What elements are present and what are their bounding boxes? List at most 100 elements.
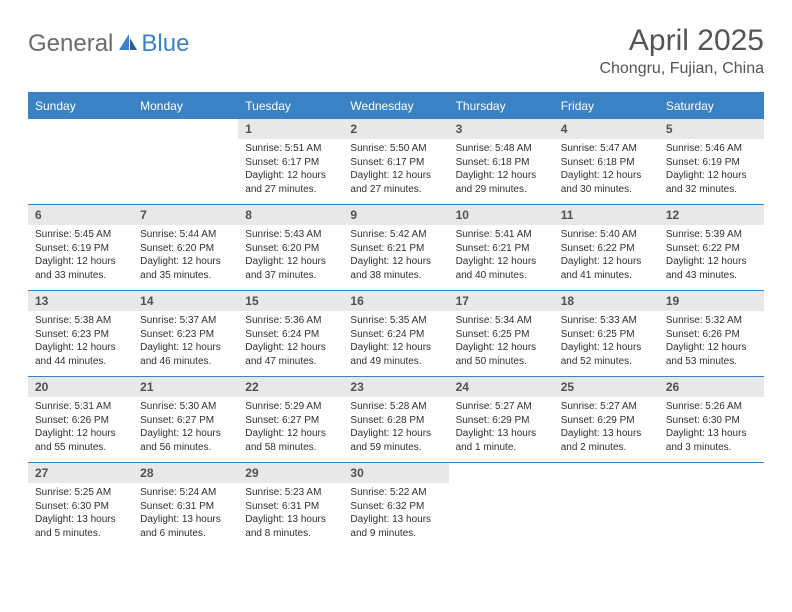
- sunset-line: Sunset: 6:29 PM: [456, 414, 547, 428]
- sunrise-line: Sunrise: 5:48 AM: [456, 142, 547, 156]
- daylight-line: Daylight: 12 hours and 49 minutes.: [350, 341, 441, 368]
- day-body: Sunrise: 5:27 AMSunset: 6:29 PMDaylight:…: [449, 397, 554, 462]
- daylight-line: Daylight: 12 hours and 55 minutes.: [35, 427, 126, 454]
- day-body: Sunrise: 5:36 AMSunset: 6:24 PMDaylight:…: [238, 311, 343, 376]
- day-body: Sunrise: 5:41 AMSunset: 6:21 PMDaylight:…: [449, 225, 554, 290]
- day-cell: 2Sunrise: 5:50 AMSunset: 6:17 PMDaylight…: [343, 119, 448, 205]
- sunrise-line: Sunrise: 5:44 AM: [140, 228, 231, 242]
- day-cell: 15Sunrise: 5:36 AMSunset: 6:24 PMDayligh…: [238, 291, 343, 377]
- day-cell: 21Sunrise: 5:30 AMSunset: 6:27 PMDayligh…: [133, 377, 238, 463]
- sunrise-line: Sunrise: 5:25 AM: [35, 486, 126, 500]
- week-row: 27Sunrise: 5:25 AMSunset: 6:30 PMDayligh…: [28, 463, 764, 549]
- day-number: 29: [238, 463, 343, 483]
- day-cell: 23Sunrise: 5:28 AMSunset: 6:28 PMDayligh…: [343, 377, 448, 463]
- page-subtitle: Chongru, Fujian, China: [599, 60, 764, 78]
- sunrise-line: Sunrise: 5:32 AM: [666, 314, 757, 328]
- daylight-line: Daylight: 13 hours and 3 minutes.: [666, 427, 757, 454]
- day-cell: 20Sunrise: 5:31 AMSunset: 6:26 PMDayligh…: [28, 377, 133, 463]
- day-number: 27: [28, 463, 133, 483]
- daylight-line: Daylight: 12 hours and 35 minutes.: [140, 255, 231, 282]
- day-body: Sunrise: 5:27 AMSunset: 6:29 PMDaylight:…: [554, 397, 659, 462]
- sunrise-line: Sunrise: 5:45 AM: [35, 228, 126, 242]
- day-cell: 1Sunrise: 5:51 AMSunset: 6:17 PMDaylight…: [238, 119, 343, 205]
- day-cell: 25Sunrise: 5:27 AMSunset: 6:29 PMDayligh…: [554, 377, 659, 463]
- day-header: Friday: [554, 93, 659, 119]
- sunset-line: Sunset: 6:25 PM: [561, 328, 652, 342]
- day-body: Sunrise: 5:47 AMSunset: 6:18 PMDaylight:…: [554, 139, 659, 204]
- day-cell: 26Sunrise: 5:26 AMSunset: 6:30 PMDayligh…: [659, 377, 764, 463]
- daylight-line: Daylight: 13 hours and 9 minutes.: [350, 513, 441, 540]
- day-body: Sunrise: 5:23 AMSunset: 6:31 PMDaylight:…: [238, 483, 343, 548]
- sunrise-line: Sunrise: 5:42 AM: [350, 228, 441, 242]
- day-number: 28: [133, 463, 238, 483]
- sunset-line: Sunset: 6:26 PM: [666, 328, 757, 342]
- day-number: 5: [659, 119, 764, 139]
- daylight-line: Daylight: 12 hours and 44 minutes.: [35, 341, 126, 368]
- day-number: 7: [133, 205, 238, 225]
- sunrise-line: Sunrise: 5:24 AM: [140, 486, 231, 500]
- daylight-line: Daylight: 12 hours and 47 minutes.: [245, 341, 336, 368]
- day-body: Sunrise: 5:38 AMSunset: 6:23 PMDaylight:…: [28, 311, 133, 376]
- day-body: Sunrise: 5:24 AMSunset: 6:31 PMDaylight:…: [133, 483, 238, 548]
- sunrise-line: Sunrise: 5:40 AM: [561, 228, 652, 242]
- day-cell: [554, 463, 659, 549]
- day-number: 16: [343, 291, 448, 311]
- sunset-line: Sunset: 6:28 PM: [350, 414, 441, 428]
- day-header-row: SundayMondayTuesdayWednesdayThursdayFrid…: [28, 93, 764, 119]
- sunset-line: Sunset: 6:24 PM: [350, 328, 441, 342]
- day-number: 14: [133, 291, 238, 311]
- sunrise-line: Sunrise: 5:34 AM: [456, 314, 547, 328]
- day-number: 26: [659, 377, 764, 397]
- week-row: 6Sunrise: 5:45 AMSunset: 6:19 PMDaylight…: [28, 205, 764, 291]
- day-body: Sunrise: 5:33 AMSunset: 6:25 PMDaylight:…: [554, 311, 659, 376]
- day-cell: [449, 463, 554, 549]
- day-body: Sunrise: 5:22 AMSunset: 6:32 PMDaylight:…: [343, 483, 448, 548]
- logo: General Blue: [28, 30, 189, 58]
- day-number: 25: [554, 377, 659, 397]
- sunset-line: Sunset: 6:18 PM: [561, 156, 652, 170]
- sunset-line: Sunset: 6:24 PM: [245, 328, 336, 342]
- day-number: 2: [343, 119, 448, 139]
- day-cell: [133, 119, 238, 205]
- sunset-line: Sunset: 6:27 PM: [245, 414, 336, 428]
- day-cell: 27Sunrise: 5:25 AMSunset: 6:30 PMDayligh…: [28, 463, 133, 549]
- day-body: Sunrise: 5:34 AMSunset: 6:25 PMDaylight:…: [449, 311, 554, 376]
- sunrise-line: Sunrise: 5:22 AM: [350, 486, 441, 500]
- day-number: 12: [659, 205, 764, 225]
- daylight-line: Daylight: 12 hours and 56 minutes.: [140, 427, 231, 454]
- sunrise-line: Sunrise: 5:41 AM: [456, 228, 547, 242]
- sunrise-line: Sunrise: 5:27 AM: [456, 400, 547, 414]
- day-cell: 29Sunrise: 5:23 AMSunset: 6:31 PMDayligh…: [238, 463, 343, 549]
- sunset-line: Sunset: 6:23 PM: [35, 328, 126, 342]
- sunset-line: Sunset: 6:21 PM: [456, 242, 547, 256]
- calendar-table: SundayMondayTuesdayWednesdayThursdayFrid…: [28, 92, 764, 548]
- day-number: 21: [133, 377, 238, 397]
- daylight-line: Daylight: 12 hours and 32 minutes.: [666, 169, 757, 196]
- daylight-line: Daylight: 12 hours and 50 minutes.: [456, 341, 547, 368]
- day-cell: [28, 119, 133, 205]
- day-cell: 14Sunrise: 5:37 AMSunset: 6:23 PMDayligh…: [133, 291, 238, 377]
- day-body: Sunrise: 5:25 AMSunset: 6:30 PMDaylight:…: [28, 483, 133, 548]
- day-number: 3: [449, 119, 554, 139]
- daylight-line: Daylight: 12 hours and 27 minutes.: [245, 169, 336, 196]
- day-body: Sunrise: 5:30 AMSunset: 6:27 PMDaylight:…: [133, 397, 238, 462]
- day-cell: 4Sunrise: 5:47 AMSunset: 6:18 PMDaylight…: [554, 119, 659, 205]
- daylight-line: Daylight: 12 hours and 52 minutes.: [561, 341, 652, 368]
- day-body: Sunrise: 5:26 AMSunset: 6:30 PMDaylight:…: [659, 397, 764, 462]
- day-cell: [659, 463, 764, 549]
- day-cell: 9Sunrise: 5:42 AMSunset: 6:21 PMDaylight…: [343, 205, 448, 291]
- day-number: 1: [238, 119, 343, 139]
- daylight-line: Daylight: 13 hours and 5 minutes.: [35, 513, 126, 540]
- daylight-line: Daylight: 12 hours and 29 minutes.: [456, 169, 547, 196]
- sunset-line: Sunset: 6:20 PM: [140, 242, 231, 256]
- day-body: Sunrise: 5:50 AMSunset: 6:17 PMDaylight:…: [343, 139, 448, 204]
- sunset-line: Sunset: 6:22 PM: [561, 242, 652, 256]
- daylight-line: Daylight: 13 hours and 6 minutes.: [140, 513, 231, 540]
- sunrise-line: Sunrise: 5:28 AM: [350, 400, 441, 414]
- day-number: 10: [449, 205, 554, 225]
- sunset-line: Sunset: 6:17 PM: [245, 156, 336, 170]
- day-cell: 6Sunrise: 5:45 AMSunset: 6:19 PMDaylight…: [28, 205, 133, 291]
- day-cell: 16Sunrise: 5:35 AMSunset: 6:24 PMDayligh…: [343, 291, 448, 377]
- day-number: 4: [554, 119, 659, 139]
- day-cell: 12Sunrise: 5:39 AMSunset: 6:22 PMDayligh…: [659, 205, 764, 291]
